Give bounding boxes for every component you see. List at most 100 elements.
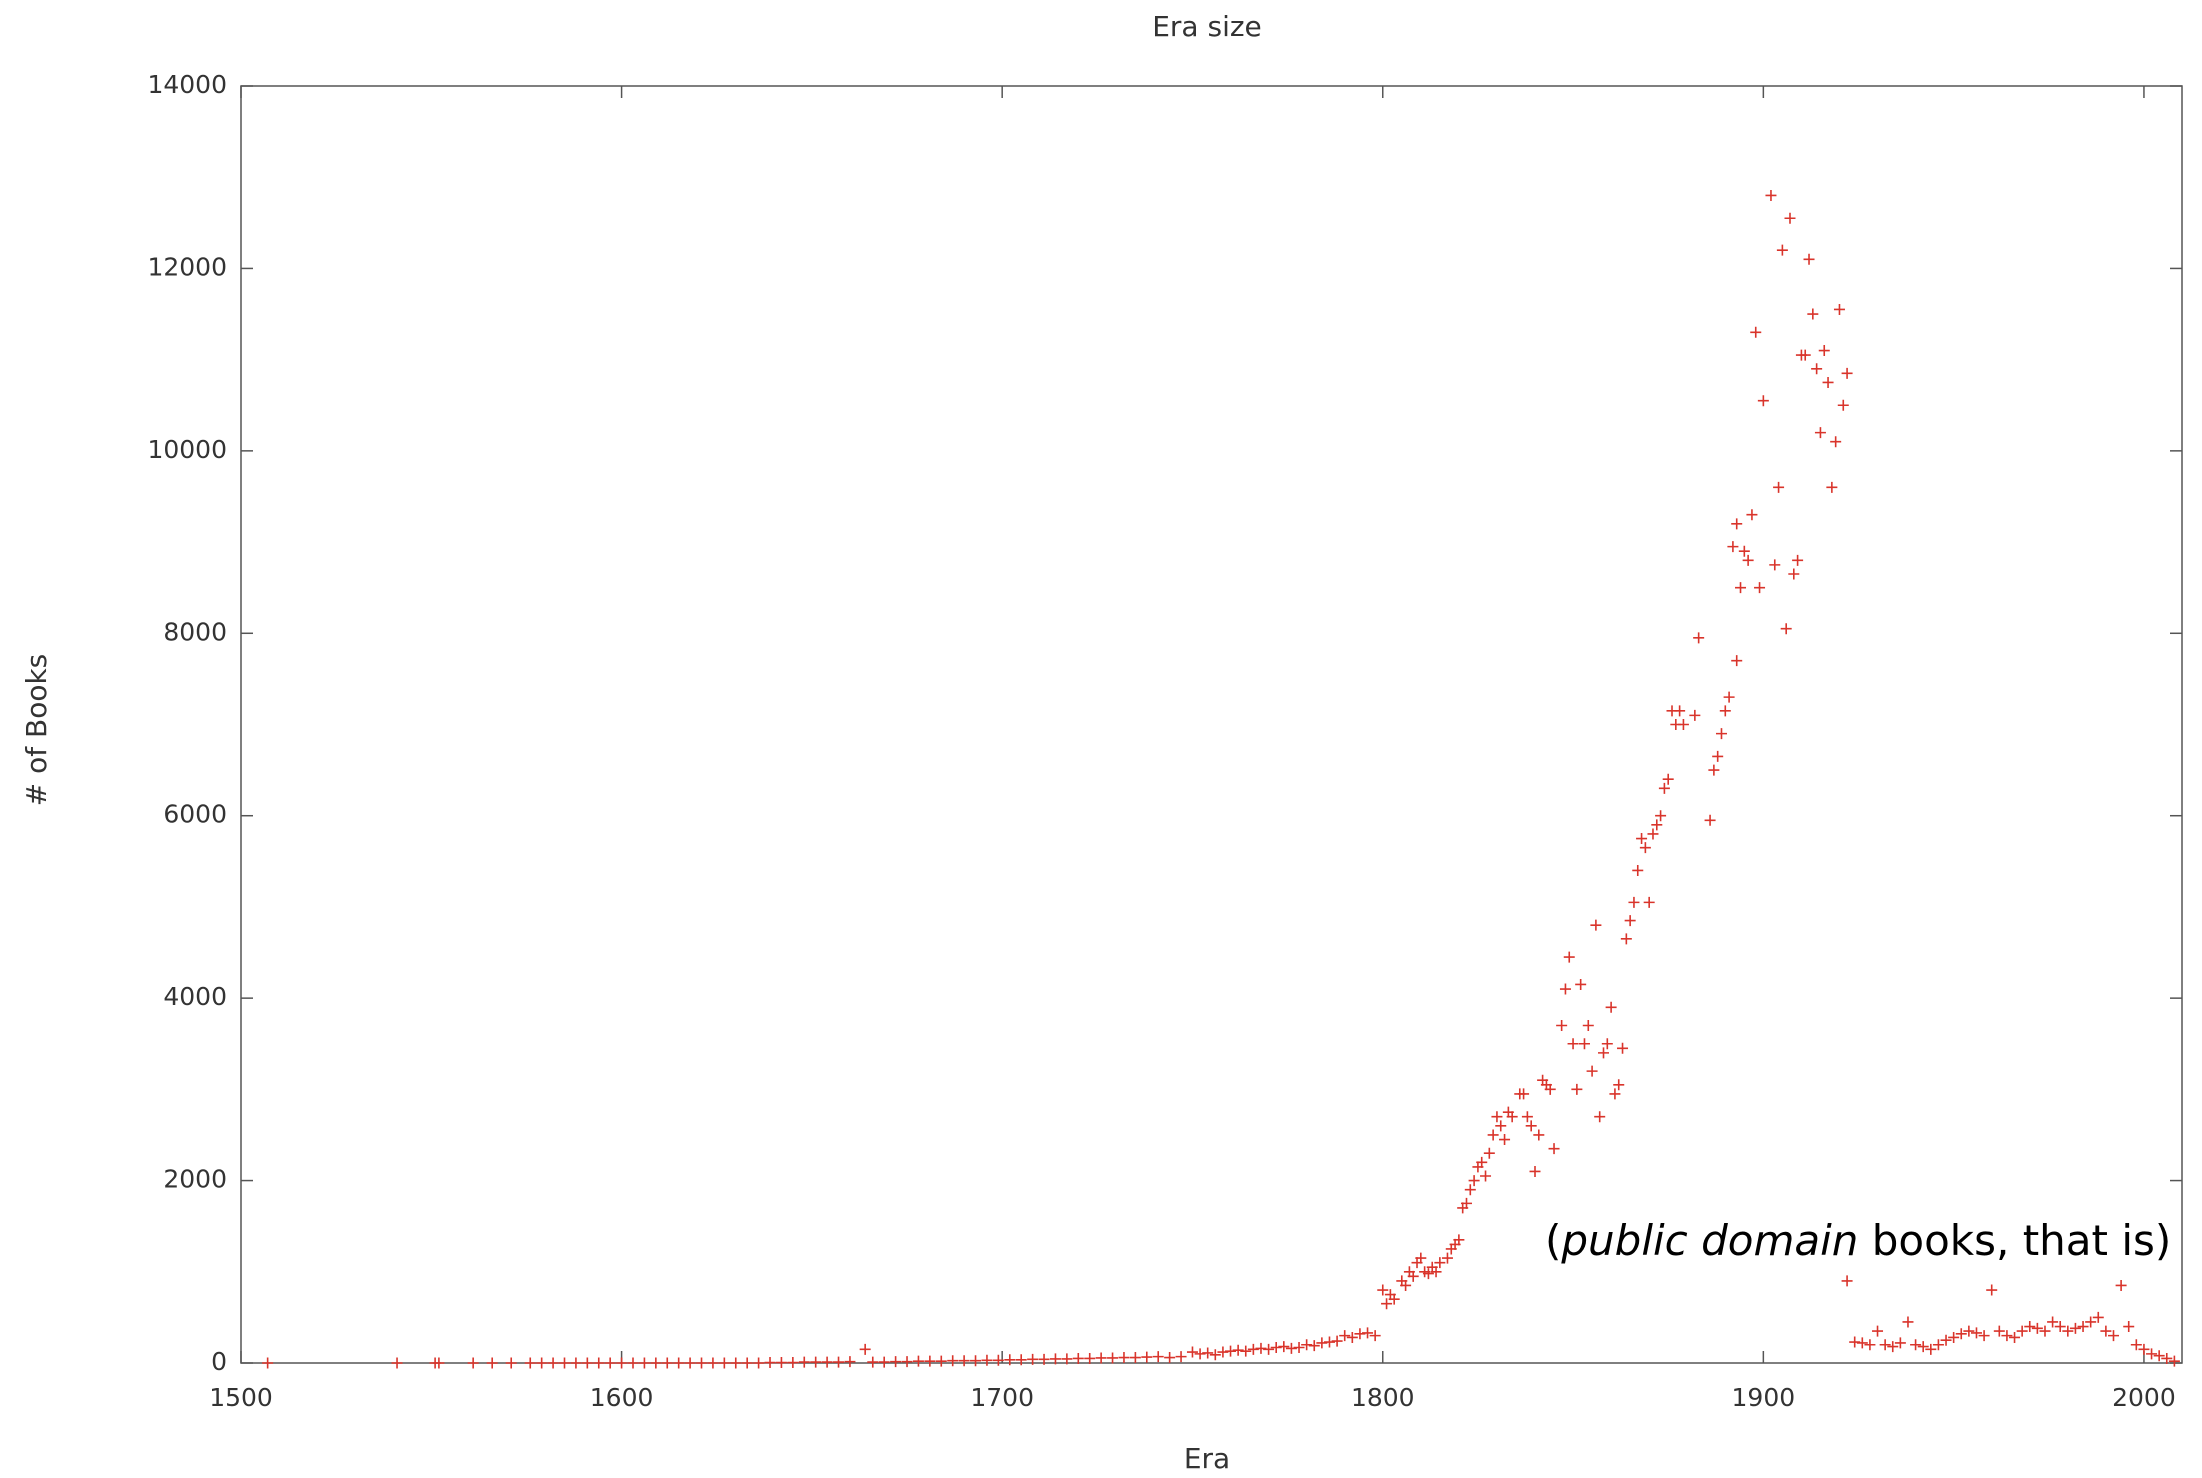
x-tick-label: 1600 [590, 1383, 654, 1412]
point [433, 1357, 445, 1369]
point [1548, 1143, 1560, 1155]
point [1826, 481, 1838, 493]
y-axis-label: # of Books [20, 654, 53, 807]
point [1970, 1327, 1982, 1339]
point [1769, 559, 1781, 571]
point [581, 1357, 593, 1369]
point [1544, 1083, 1556, 1095]
point [1308, 1340, 1320, 1352]
point [1822, 376, 1834, 388]
point [1955, 1328, 1967, 1340]
point [1525, 1120, 1537, 1132]
point [1578, 1038, 1590, 1050]
point [1270, 1341, 1282, 1353]
x-axis-label: Era [1184, 1442, 1230, 1475]
point [1773, 481, 1785, 493]
point [1354, 1328, 1366, 1340]
point [673, 1357, 685, 1369]
point [1601, 1038, 1613, 1050]
point [1563, 951, 1575, 963]
point [1480, 1170, 1492, 1182]
point [1377, 1284, 1389, 1296]
point [661, 1357, 673, 1369]
point [2153, 1350, 2165, 1362]
point [901, 1356, 913, 1368]
point [1613, 1079, 1625, 1091]
point [627, 1357, 639, 1369]
point [2168, 1355, 2180, 1367]
point [1594, 1111, 1606, 1123]
point [1712, 750, 1724, 762]
point [981, 1354, 993, 1366]
point [707, 1357, 719, 1369]
point [2047, 1316, 2059, 1328]
point [547, 1357, 559, 1369]
point [262, 1357, 274, 1369]
point [1963, 1325, 1975, 1337]
point [1830, 436, 1842, 448]
point [570, 1357, 582, 1369]
point [1636, 833, 1648, 845]
x-tick-label: 1900 [1732, 1383, 1796, 1412]
point [1582, 1020, 1594, 1032]
y-tick-label: 12000 [147, 252, 227, 281]
point [1723, 691, 1735, 703]
point [1240, 1345, 1252, 1357]
point [1495, 1120, 1507, 1132]
point [1278, 1341, 1290, 1353]
point [1731, 518, 1743, 530]
point [1518, 1088, 1530, 1100]
point [1784, 212, 1796, 224]
annotation-part: public domain [1560, 1216, 1858, 1265]
point [505, 1357, 517, 1369]
point [764, 1357, 776, 1369]
point [2146, 1348, 2158, 1360]
point [1879, 1339, 1891, 1351]
point [992, 1354, 1004, 1366]
point [2001, 1330, 2013, 1342]
point [486, 1357, 498, 1369]
point [833, 1356, 845, 1368]
point [1940, 1334, 1952, 1346]
point [2107, 1330, 2119, 1342]
point [1323, 1336, 1335, 1348]
point [1316, 1337, 1328, 1349]
point [787, 1357, 799, 1369]
x-tick-label: 1800 [1351, 1383, 1415, 1412]
point [1586, 1065, 1598, 1077]
point [1925, 1343, 1937, 1355]
point [1415, 1252, 1427, 1264]
point [1388, 1293, 1400, 1305]
point [1841, 1275, 1853, 1287]
point [1194, 1348, 1206, 1360]
point [2092, 1311, 2104, 1323]
point [1598, 1047, 1610, 1059]
point [1792, 554, 1804, 566]
point [1464, 1184, 1476, 1196]
point [2039, 1325, 2051, 1337]
point [2100, 1325, 2112, 1337]
point [867, 1356, 879, 1368]
point [1483, 1147, 1495, 1159]
point [1837, 399, 1849, 411]
point [2085, 1316, 2097, 1328]
point [2115, 1279, 2127, 1291]
point [1225, 1345, 1237, 1357]
point [890, 1356, 902, 1368]
point [1833, 303, 1845, 315]
point [821, 1356, 833, 1368]
point [1674, 705, 1686, 717]
point [1556, 1020, 1568, 1032]
y-tick-label: 8000 [163, 617, 227, 646]
y-tick-label: 14000 [147, 70, 227, 99]
point [1400, 1279, 1412, 1291]
point [1765, 189, 1777, 201]
point [878, 1356, 890, 1368]
point [1186, 1346, 1198, 1358]
point [1164, 1352, 1176, 1364]
point [1567, 1038, 1579, 1050]
point [1422, 1268, 1434, 1280]
x-tick-label: 1700 [970, 1383, 1034, 1412]
point [1293, 1341, 1305, 1353]
